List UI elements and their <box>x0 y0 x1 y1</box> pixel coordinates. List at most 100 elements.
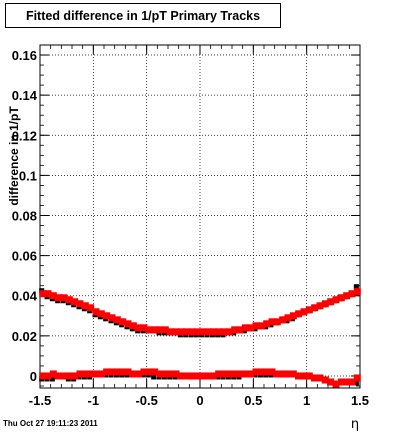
red-marker <box>311 304 319 312</box>
red-marker <box>172 370 180 378</box>
red-marker <box>135 370 143 378</box>
y-tick-label: 0.14 <box>12 88 38 103</box>
red-marker <box>119 318 127 326</box>
red-marker <box>236 370 244 378</box>
red-marker <box>108 314 116 322</box>
red-marker <box>193 372 201 380</box>
red-marker <box>231 370 239 378</box>
data-markers <box>39 284 361 388</box>
red-marker <box>332 380 340 388</box>
red-marker <box>44 372 52 380</box>
x-tick-label: 0.5 <box>244 393 262 408</box>
red-marker <box>151 326 159 334</box>
red-marker <box>156 370 164 378</box>
x-axis-label: η <box>351 417 359 432</box>
red-marker <box>39 372 47 380</box>
red-marker <box>327 298 335 306</box>
red-marker <box>188 328 196 336</box>
red-marker <box>145 368 153 376</box>
red-marker <box>119 368 127 376</box>
red-marker <box>172 328 180 336</box>
x-tick-label: 1 <box>303 393 310 408</box>
red-marker <box>55 294 63 302</box>
red-marker <box>44 290 52 298</box>
red-marker <box>49 292 57 300</box>
red-marker <box>252 368 260 376</box>
red-marker <box>39 290 47 298</box>
red-marker <box>71 298 79 306</box>
red-marker <box>97 370 105 378</box>
red-marker <box>215 370 223 378</box>
red-marker <box>71 372 79 380</box>
red-marker <box>124 320 132 328</box>
red-marker <box>193 328 201 336</box>
red-marker <box>81 302 89 310</box>
red-marker <box>305 372 313 380</box>
red-marker <box>343 292 351 300</box>
x-tick-label: -1 <box>88 393 100 408</box>
red-marker <box>321 300 329 308</box>
y-tick-label: 0.12 <box>12 128 37 143</box>
red-marker <box>268 368 276 376</box>
red-marker <box>247 370 255 378</box>
red-marker <box>337 294 345 302</box>
red-marker <box>316 302 324 310</box>
red-marker <box>87 304 95 312</box>
red-marker <box>289 312 297 320</box>
black-marker <box>49 376 55 382</box>
red-marker <box>49 370 57 378</box>
red-marker <box>209 328 217 336</box>
red-marker <box>295 372 303 380</box>
red-marker <box>247 324 255 332</box>
red-marker <box>241 370 249 378</box>
red-marker <box>225 328 233 336</box>
red-marker <box>161 326 169 334</box>
y-tick-label: 0.06 <box>12 249 37 264</box>
red-marker <box>167 370 175 378</box>
red-marker <box>124 368 132 376</box>
red-marker <box>348 290 356 298</box>
y-tick-label: 0.08 <box>12 208 37 223</box>
red-marker <box>81 370 89 378</box>
red-marker <box>327 378 335 386</box>
red-marker <box>343 378 351 386</box>
y-tick-label: 0.02 <box>12 329 37 344</box>
black-marker <box>353 380 359 386</box>
red-marker <box>87 370 95 378</box>
red-marker <box>140 324 148 332</box>
x-tick-label: 0 <box>196 393 203 408</box>
footer-date: Thu Oct 27 19:11:23 2011 <box>3 419 98 428</box>
red-marker <box>76 370 84 378</box>
red-marker <box>65 296 73 304</box>
axis-ticks <box>39 45 361 388</box>
red-marker <box>177 372 185 380</box>
y-axis-label: difference in 1/pT <box>7 106 21 206</box>
red-marker <box>321 376 329 384</box>
red-marker <box>92 308 100 316</box>
red-marker <box>316 374 324 382</box>
red-marker <box>257 322 265 330</box>
y-tick-label: 0.04 <box>12 289 38 304</box>
red-marker <box>236 326 244 334</box>
red-marker <box>257 368 265 376</box>
red-marker <box>241 324 249 332</box>
red-marker <box>273 370 281 378</box>
red-marker <box>177 328 185 336</box>
red-marker <box>113 368 121 376</box>
red-marker <box>263 368 271 376</box>
red-marker <box>284 314 292 322</box>
red-marker <box>215 328 223 336</box>
y-tick-label: 0 <box>30 369 37 384</box>
red-marker <box>353 374 361 382</box>
tick-labels: -1.5 -1 -0.5 0 0.5 1 1.5 0 0.02 0.04 0.06 0.08 0.1 0.… <box>12 48 369 408</box>
x-tick-label: 1.5 <box>351 393 369 408</box>
red-marker <box>103 312 111 320</box>
red-marker <box>252 322 260 330</box>
red-marker <box>209 372 217 380</box>
red-marker <box>337 378 345 386</box>
red-marker <box>300 308 308 316</box>
red-marker <box>204 328 212 336</box>
black-marker <box>151 374 157 380</box>
red-marker <box>92 370 100 378</box>
